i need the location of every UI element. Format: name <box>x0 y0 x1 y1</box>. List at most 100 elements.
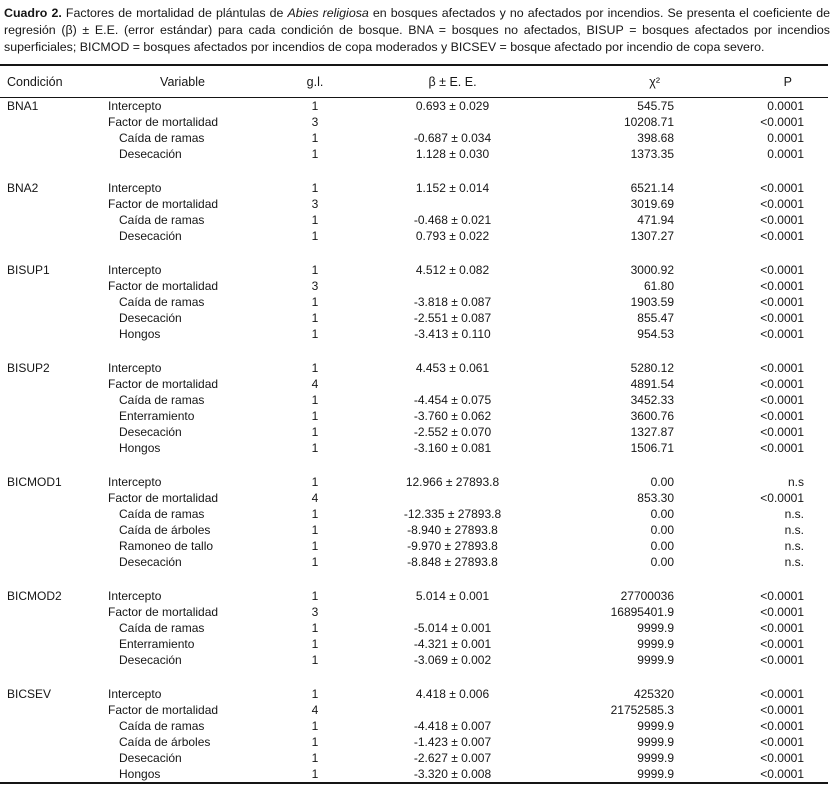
beta-ee-cell <box>365 702 540 718</box>
beta-ee-cell: -8.848 ± 27893.8 <box>407 555 498 569</box>
chi-square-cell: 853.30 <box>637 491 674 505</box>
table-row: Desecación 1 -2.627 ± 0.007 9999.9 <0.0001 <box>0 750 828 766</box>
chi-square-cell: 954.53 <box>637 327 674 341</box>
chi-square-cell: 0.00 <box>650 523 674 537</box>
p-value-cell: <0.0001 <box>760 377 804 391</box>
p-value-cell: n.s. <box>784 523 804 537</box>
chi-square-cell: 545.75 <box>637 99 674 113</box>
beta-ee-cell: -3.413 ± 0.110 <box>414 327 491 341</box>
condition-cell <box>0 490 100 506</box>
condition-cell <box>0 392 100 408</box>
condition-cell <box>0 636 100 652</box>
caption-segment: Cuadro 2. <box>4 6 62 20</box>
variable-cell: Hongos <box>119 327 161 341</box>
caption-segment: en bosques afectados y no afectados por … <box>4 6 830 54</box>
chi-square-cell: 3019.69 <box>630 197 674 211</box>
section-spacer-row <box>0 668 828 686</box>
p-value-cell: <0.0001 <box>760 621 804 635</box>
chi-square-cell: 27700036 <box>620 589 674 603</box>
gl-cell: 1 <box>311 589 319 603</box>
variable-cell: Caída de árboles <box>119 735 211 749</box>
chi-square-cell: 1373.35 <box>630 147 674 161</box>
variable-cell: Caída de ramas <box>119 719 205 733</box>
chi-square-cell: 855.47 <box>637 311 674 325</box>
p-value-cell: n.s. <box>784 507 804 521</box>
table-row: Desecación 1 -2.551 ± 0.087 855.47 <0.0001 <box>0 310 828 326</box>
p-value-cell: 0.0001 <box>767 99 804 113</box>
p-value-cell: <0.0001 <box>760 719 804 733</box>
chi-square-cell: 0.00 <box>650 539 674 553</box>
gl-cell: 1 <box>311 425 319 439</box>
beta-ee-cell: 12.966 ± 27893.8 <box>405 475 500 489</box>
p-value-cell: <0.0001 <box>760 767 804 781</box>
gl-cell: 3 <box>311 279 319 293</box>
gl-cell: 1 <box>311 147 319 161</box>
section-spacer-row <box>0 456 828 474</box>
variable-cell: Intercepto <box>108 687 162 701</box>
header-variable: Variable <box>100 65 265 98</box>
gl-cell: 3 <box>311 197 319 211</box>
condition-cell <box>0 652 100 668</box>
table-row: Desecación 1 0.793 ± 0.022 1307.27 <0.0001 <box>0 228 828 244</box>
chi-square-cell: 9999.9 <box>637 767 674 781</box>
variable-cell: Desecación <box>119 229 182 243</box>
chi-square-cell: 1307.27 <box>630 229 674 243</box>
chi-square-cell: 3452.33 <box>630 393 674 407</box>
chi-square-cell: 1327.87 <box>630 425 674 439</box>
condition-cell <box>0 440 100 456</box>
table-body: BNA1 Intercepto 1 0.693 ± 0.029 545.75 0.0001… <box>0 98 828 784</box>
variable-cell: Caída de ramas <box>119 507 205 521</box>
chi-square-cell: 61.80 <box>643 279 674 293</box>
table-row: Caída de ramas 1 -0.468 ± 0.021 471.94 <0.00… <box>0 212 828 228</box>
variable-cell: Factor de mortalidad <box>108 197 219 211</box>
condition-cell: BNA1 <box>7 99 39 113</box>
table-row: BISUP2 Intercepto 1 4.453 ± 0.061 5280.12 <0.… <box>0 360 828 376</box>
p-value-cell: <0.0001 <box>760 181 804 195</box>
table-row: Caída de árboles 1 -8.940 ± 27893.8 0.00 n.s… <box>0 522 828 538</box>
section-spacer-cell <box>0 342 828 360</box>
variable-cell: Intercepto <box>108 475 162 489</box>
header-beta-ee: β ± E. E. <box>365 65 540 98</box>
table-row: Desecación 1 -3.069 ± 0.002 9999.9 <0.0001 <box>0 652 828 668</box>
condition-cell: BICMOD2 <box>7 589 62 603</box>
gl-cell: 1 <box>311 621 319 635</box>
condition-cell <box>0 554 100 570</box>
section-spacer-row <box>0 244 828 262</box>
variable-cell: Desecación <box>119 555 182 569</box>
variable-cell: Ramoneo de tallo <box>119 539 214 553</box>
table-row: BNA1 Intercepto 1 0.693 ± 0.029 545.75 0.0001 <box>0 98 828 115</box>
p-value-cell: <0.0001 <box>760 491 804 505</box>
table-row: Factor de mortalidad 3 61.80 <0.0001 <box>0 278 828 294</box>
p-value-cell: <0.0001 <box>760 295 804 309</box>
gl-cell: 1 <box>311 131 319 145</box>
table-row: Desecación 1 -8.848 ± 27893.8 0.00 n.s. <box>0 554 828 570</box>
gl-cell: 1 <box>311 637 319 651</box>
condition-cell <box>0 376 100 392</box>
beta-ee-cell: -0.468 ± 0.021 <box>413 213 492 227</box>
table-row: BICMOD1 Intercepto 1 12.966 ± 27893.8 0.00 n.… <box>0 474 828 490</box>
beta-ee-cell <box>365 114 540 130</box>
gl-cell: 1 <box>311 539 319 553</box>
page: { "caption": { "segments": [ {"text": "C… <box>0 5 836 799</box>
beta-ee-cell: 0.793 ± 0.022 <box>415 229 490 243</box>
section-spacer-row <box>0 342 828 360</box>
beta-ee-cell: 4.453 ± 0.061 <box>415 361 490 375</box>
section-spacer-cell <box>0 162 828 180</box>
beta-ee-cell: -4.321 ± 0.001 <box>413 637 492 651</box>
caption-segment: Factores de mortalidad de plántulas de <box>61 6 288 20</box>
condition-cell: BNA2 <box>7 181 39 195</box>
chi-square-cell: 5280.12 <box>630 361 674 375</box>
header-chi-square: χ² <box>540 65 674 98</box>
p-value-cell: n.s. <box>784 555 804 569</box>
chi-square-cell: 0.00 <box>650 507 674 521</box>
chi-square-cell: 9999.9 <box>637 719 674 733</box>
beta-ee-cell: -4.418 ± 0.007 <box>413 719 492 733</box>
table-row: Factor de mortalidad 4 4891.54 <0.0001 <box>0 376 828 392</box>
variable-cell: Intercepto <box>108 181 162 195</box>
table-row: Hongos 1 -3.160 ± 0.081 1506.71 <0.0001 <box>0 440 828 456</box>
condition-cell <box>0 620 100 636</box>
section-spacer-cell <box>0 570 828 588</box>
beta-ee-cell: -4.454 ± 0.075 <box>413 393 492 407</box>
table-row: Caída de ramas 1 -12.335 ± 27893.8 0.00 n.s. <box>0 506 828 522</box>
condition-cell <box>0 522 100 538</box>
